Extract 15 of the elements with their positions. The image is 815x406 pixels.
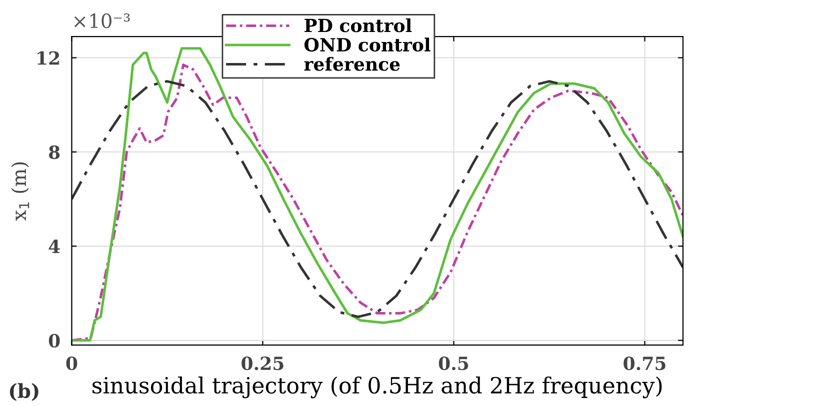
y-axis-title: x$_{1}$ (m) xyxy=(11,162,30,221)
x-axis-title: sinusoidal trajectory (of 0.5Hz and 2Hz frequency) xyxy=(92,376,662,398)
text: (b) xyxy=(10,383,38,401)
legend-label: reference xyxy=(304,56,400,71)
x-tick-label: 0.75 xyxy=(624,356,666,370)
text: ×10⁻³ xyxy=(74,13,130,28)
x-tick-label: 0 xyxy=(66,356,78,370)
y-tick-label: 8 xyxy=(48,145,60,160)
y-tick-label: 12 xyxy=(38,51,59,65)
x-tick-label: 0.25 xyxy=(242,356,284,370)
legend-label: OND control xyxy=(304,38,430,52)
y-tick-label: 0 xyxy=(48,334,60,348)
x-tick-label: 0.5 xyxy=(438,356,468,370)
y-tick-label: 4 xyxy=(48,240,60,254)
legend-label: PD control xyxy=(304,18,412,32)
